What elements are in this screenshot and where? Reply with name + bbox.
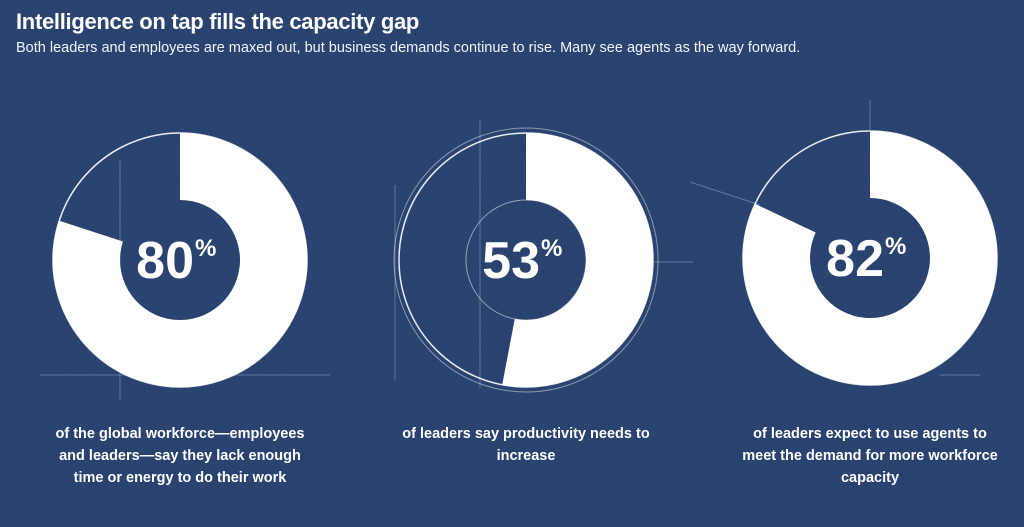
donut-3-caption: of leaders expect to use agents to meet …	[742, 426, 998, 486]
donut-2-outer-ring-echo	[393, 127, 659, 393]
donut-1-percent-sign: %	[195, 235, 216, 262]
donut-3-percent-sign: %	[885, 233, 906, 260]
donut-2-inner-ring	[465, 199, 587, 321]
donut-1-value-slice	[53, 133, 308, 387]
donut-chart-1: 80 %	[52, 132, 308, 388]
donut-2-caption: of leaders say productivity needs to inc…	[402, 426, 650, 464]
donut-1-value-label: 80	[136, 232, 194, 290]
donut-2-percent-sign: %	[541, 235, 562, 262]
donut-chart-2: 53 %	[393, 127, 659, 393]
donut-1-caption: of the global workforce—employees and le…	[55, 426, 305, 486]
header: Intelligence on tap fills the capacity g…	[16, 8, 1006, 58]
chalk-guides	[40, 100, 980, 400]
donut-2-value-slice	[502, 133, 653, 387]
page-title: Intelligence on tap fills the capacity g…	[16, 9, 420, 34]
donut-3-value-label: 82	[826, 230, 884, 288]
donut-chart-3: 82 %	[742, 130, 998, 386]
page-subtitle: Both leaders and employees are maxed out…	[16, 40, 801, 56]
donut-3-value-slice	[742, 131, 998, 385]
donut-2-value-label: 53	[482, 232, 540, 290]
